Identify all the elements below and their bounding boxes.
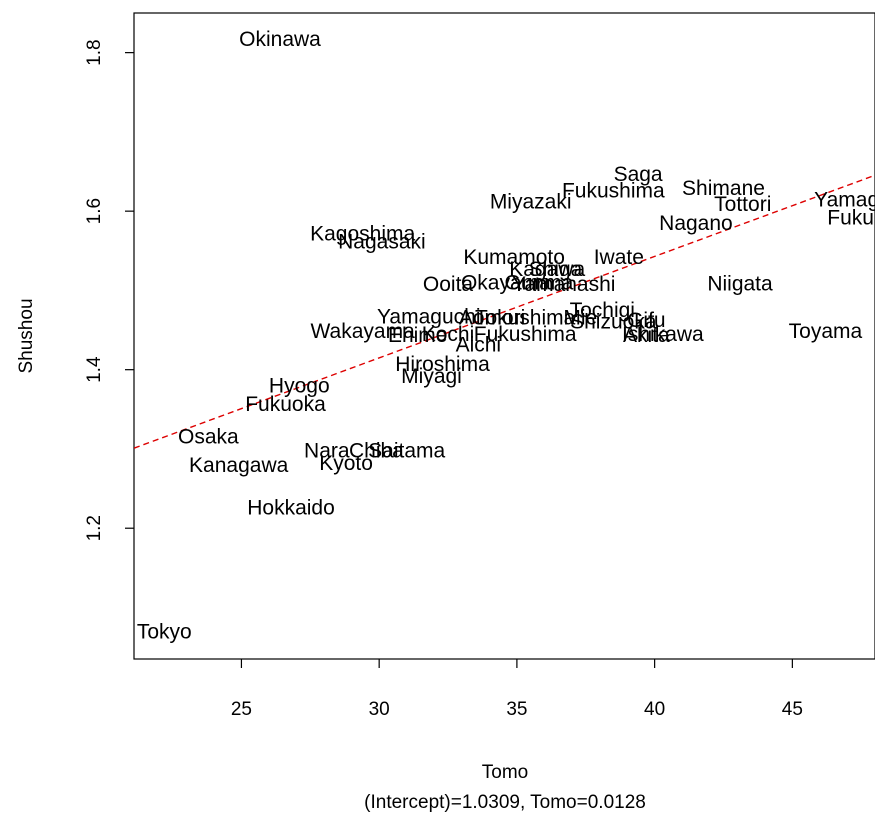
point-label-niigata: Niigata <box>707 272 773 295</box>
point-label-aichi: Aichi <box>456 333 502 356</box>
point-label-saitama: Saitama <box>368 440 445 463</box>
point-label-fukushima: Fukushima <box>562 180 665 203</box>
point-label-iwate: Iwate <box>594 246 644 269</box>
point-label-nagano: Nagano <box>659 212 733 235</box>
point-label-yamaguchi: Yamaguchi <box>377 306 481 329</box>
point-label-okinawa: Okinawa <box>239 28 321 51</box>
point-label-hyogo: Hyogo <box>269 375 330 398</box>
point-label-shimane: Shimane <box>682 177 765 200</box>
regression-line <box>134 174 875 449</box>
point-label-kanagawa: Kanagawa <box>189 454 289 477</box>
point-label-kyoto: Kyoto <box>319 452 373 475</box>
point-label-yamanashi: Yamanashi <box>512 273 616 296</box>
y-tick-label: 1.8 <box>84 39 105 65</box>
point-label-tokushima: Tokushima <box>475 306 576 329</box>
point-label-chiba: Chiba <box>349 440 404 463</box>
point-label-osaka: Osaka <box>178 425 239 448</box>
point-label-fukushima: Fukushima <box>474 323 577 346</box>
point-label-gunma: Gunma <box>504 271 573 294</box>
point-label-toyama: Toyama <box>789 320 863 343</box>
point-label-kochi: Kochi <box>422 323 475 346</box>
point-label-gifu: Gifu <box>627 309 666 332</box>
x-axis-label: Tomo <box>482 762 528 783</box>
chart-subtitle: (Intercept)=1.0309, Tomo=0.0128 <box>364 792 646 813</box>
point-label-yamagata: Yamagata <box>814 188 875 211</box>
point-label-mie: Mie <box>563 306 597 329</box>
point-label-miyazaki: Miyazaki <box>490 191 572 214</box>
point-label-kagawa: Kagawa <box>509 258 585 281</box>
point-label-hokkaido: Hokkaido <box>247 497 335 520</box>
y-axis-label: Shushou <box>16 298 37 373</box>
y-tick-label: 1.2 <box>84 515 105 541</box>
x-tick-label: 45 <box>782 699 803 720</box>
point-label-saga: Saga <box>614 163 663 186</box>
point-label-shizuoka: Shizuoka <box>570 310 657 333</box>
x-tick-label: 35 <box>506 699 527 720</box>
point-label-fukuoka: Fukuoka <box>245 393 326 416</box>
point-label-wakayama: Wakayama <box>311 320 416 343</box>
point-label-hiroshima: Hiroshima <box>395 353 490 376</box>
point-label-tottori: Tottori <box>714 193 771 216</box>
plot-frame <box>133 12 875 660</box>
x-tick-label: 40 <box>644 699 665 720</box>
point-label-tokyo: Tokyo <box>137 620 192 643</box>
point-label-fukui: Fukui <box>827 207 875 230</box>
point-label-nara: Nara <box>304 440 350 463</box>
x-tick-label: 30 <box>369 699 390 720</box>
point-label-aomori: Aomori <box>459 306 526 329</box>
point-label-kumamoto: Kumamoto <box>463 246 565 269</box>
point-label-tochigi: Tochigi <box>570 299 635 322</box>
point-label-kagoshima: Kagoshima <box>310 222 415 245</box>
point-label-ehime: Ehime <box>388 324 448 347</box>
point-label-okayama: Okayama <box>461 271 551 294</box>
y-tick-label: 1.6 <box>84 198 105 224</box>
point-label-nagasaki: Nagasaki <box>338 230 426 253</box>
point-label-shiga: Shiga <box>529 258 583 281</box>
point-label-ooita: Ooita <box>423 273 474 296</box>
point-label-miyagi: Miyagi <box>401 365 462 388</box>
y-tick-label: 1.4 <box>84 356 105 383</box>
x-tick-label: 25 <box>231 699 252 720</box>
point-label-akita: Akita <box>623 324 670 347</box>
point-label-ishikawa: Ishikawa <box>622 323 704 346</box>
